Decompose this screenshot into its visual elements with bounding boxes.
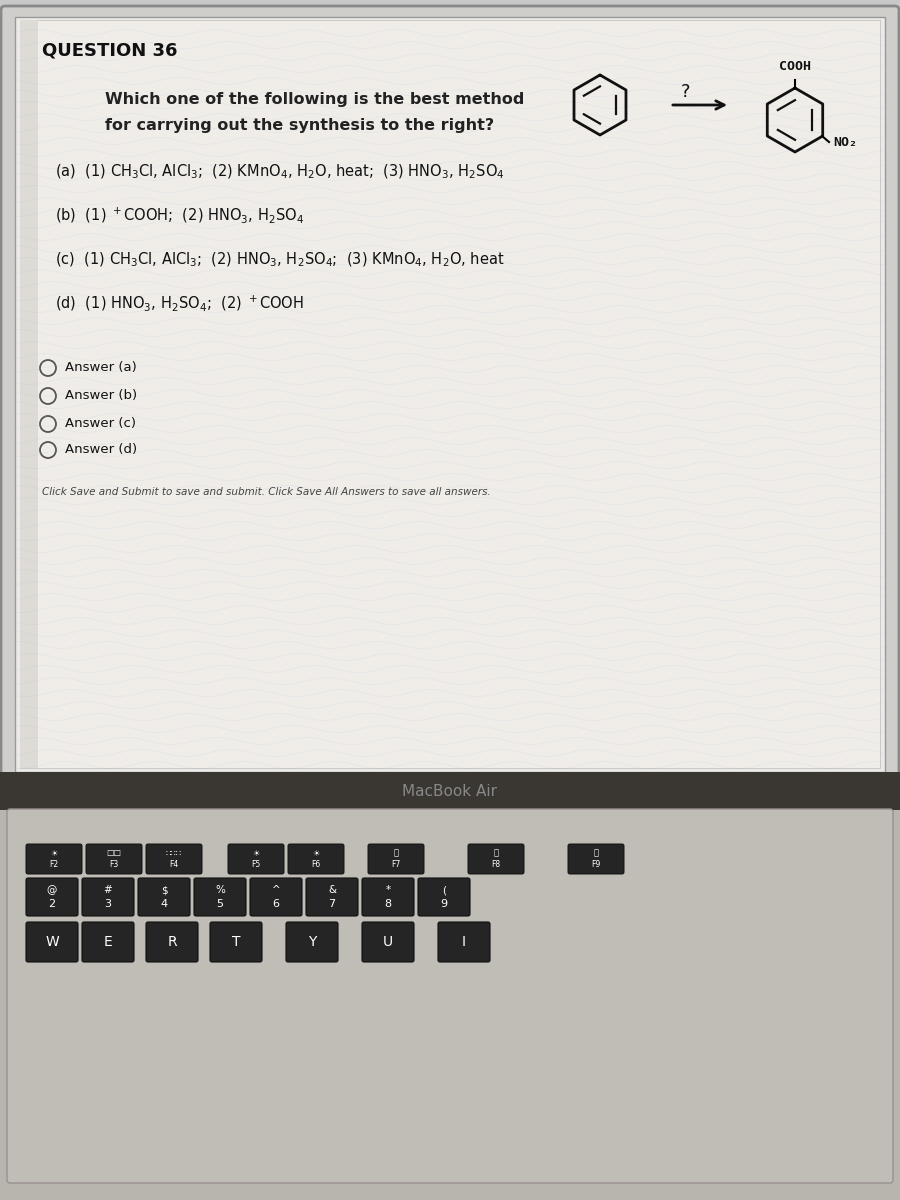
FancyBboxPatch shape (286, 922, 338, 962)
FancyBboxPatch shape (0, 772, 900, 810)
Text: Click Save and Submit to save and submit. Click Save All Answers to save all ans: Click Save and Submit to save and submit… (42, 487, 491, 497)
FancyBboxPatch shape (288, 844, 344, 874)
FancyBboxPatch shape (210, 922, 262, 962)
FancyBboxPatch shape (7, 809, 893, 1183)
FancyBboxPatch shape (20, 20, 38, 768)
Text: (a)  (1) CH$_3$Cl, AlCl$_3$;  (2) KMnO$_4$, H$_2$O, heat;  (3) HNO$_3$, H$_2$SO$: (a) (1) CH$_3$Cl, AlCl$_3$; (2) KMnO$_4$… (55, 163, 505, 181)
Text: ⏭: ⏭ (593, 848, 598, 858)
Text: F8: F8 (491, 860, 500, 869)
FancyBboxPatch shape (26, 878, 78, 916)
Text: T: T (232, 935, 240, 949)
Text: for carrying out the synthesis to the right?: for carrying out the synthesis to the ri… (105, 118, 494, 133)
Text: ^: ^ (272, 886, 281, 895)
FancyBboxPatch shape (26, 844, 82, 874)
FancyBboxPatch shape (568, 844, 624, 874)
FancyBboxPatch shape (306, 878, 358, 916)
Text: NO₂: NO₂ (833, 137, 857, 150)
Text: ☀: ☀ (252, 848, 260, 858)
FancyBboxPatch shape (418, 878, 470, 916)
Text: ?: ? (680, 83, 689, 101)
FancyBboxPatch shape (138, 878, 190, 916)
Text: $: $ (161, 886, 167, 895)
Text: Which one of the following is the best method: Which one of the following is the best m… (105, 92, 525, 107)
Text: F2: F2 (50, 860, 58, 869)
Text: Answer (a): Answer (a) (65, 361, 137, 374)
FancyBboxPatch shape (194, 878, 246, 916)
Text: ⏯: ⏯ (493, 848, 499, 858)
Text: I: I (462, 935, 466, 949)
Text: 3: 3 (104, 900, 112, 910)
Text: MacBook Air: MacBook Air (402, 784, 498, 798)
Text: F9: F9 (591, 860, 600, 869)
Text: ∷∷∷: ∷∷∷ (166, 848, 182, 858)
FancyBboxPatch shape (250, 878, 302, 916)
FancyBboxPatch shape (438, 922, 490, 962)
FancyBboxPatch shape (82, 878, 134, 916)
Text: 2: 2 (49, 900, 56, 910)
FancyBboxPatch shape (1, 6, 899, 784)
Text: 4: 4 (160, 900, 167, 910)
Text: 9: 9 (440, 900, 447, 910)
Text: ☐☐: ☐☐ (106, 848, 122, 858)
Text: Y: Y (308, 935, 316, 949)
FancyBboxPatch shape (86, 844, 142, 874)
Text: %: % (215, 886, 225, 895)
Text: (b)  (1) $^+$COOH;  (2) HNO$_3$, H$_2$SO$_4$: (b) (1) $^+$COOH; (2) HNO$_3$, H$_2$SO$_… (55, 205, 304, 224)
FancyBboxPatch shape (146, 844, 202, 874)
FancyBboxPatch shape (20, 20, 880, 768)
Text: U: U (382, 935, 393, 949)
Text: F6: F6 (311, 860, 320, 869)
Text: Answer (c): Answer (c) (65, 418, 136, 431)
Text: F5: F5 (251, 860, 261, 869)
Text: F4: F4 (169, 860, 178, 869)
Text: (: ( (442, 886, 446, 895)
FancyBboxPatch shape (362, 878, 414, 916)
Text: (d)  (1) HNO$_3$, H$_2$SO$_4$;  (2) $^+$COOH: (d) (1) HNO$_3$, H$_2$SO$_4$; (2) $^+$CO… (55, 293, 304, 313)
Text: F7: F7 (392, 860, 400, 869)
Text: ⏮: ⏮ (393, 848, 399, 858)
FancyBboxPatch shape (368, 844, 424, 874)
FancyBboxPatch shape (82, 922, 134, 962)
Text: #: # (104, 886, 112, 895)
FancyBboxPatch shape (146, 922, 198, 962)
FancyBboxPatch shape (362, 922, 414, 962)
Text: ☀: ☀ (312, 848, 319, 858)
Text: 6: 6 (273, 900, 280, 910)
Text: Answer (d): Answer (d) (65, 444, 137, 456)
Text: 8: 8 (384, 900, 392, 910)
FancyBboxPatch shape (15, 17, 885, 772)
Text: R: R (167, 935, 176, 949)
Text: 5: 5 (217, 900, 223, 910)
Text: @: @ (47, 886, 58, 895)
FancyBboxPatch shape (26, 922, 78, 962)
FancyBboxPatch shape (228, 844, 284, 874)
Text: (c)  (1) CH$_3$Cl, AlCl$_3$;  (2) HNO$_3$, H$_2$SO$_4$;  (3) KMnO$_4$, H$_2$O, h: (c) (1) CH$_3$Cl, AlCl$_3$; (2) HNO$_3$,… (55, 251, 505, 269)
FancyBboxPatch shape (0, 775, 900, 1200)
Text: ☀: ☀ (50, 848, 58, 858)
Text: E: E (104, 935, 112, 949)
Text: 7: 7 (328, 900, 336, 910)
Text: COOH: COOH (779, 60, 811, 73)
Text: F3: F3 (110, 860, 119, 869)
Text: W: W (45, 935, 58, 949)
Text: Answer (b): Answer (b) (65, 390, 137, 402)
Text: &: & (328, 886, 336, 895)
Text: QUESTION 36: QUESTION 36 (42, 42, 177, 60)
FancyBboxPatch shape (468, 844, 524, 874)
Text: *: * (385, 886, 391, 895)
